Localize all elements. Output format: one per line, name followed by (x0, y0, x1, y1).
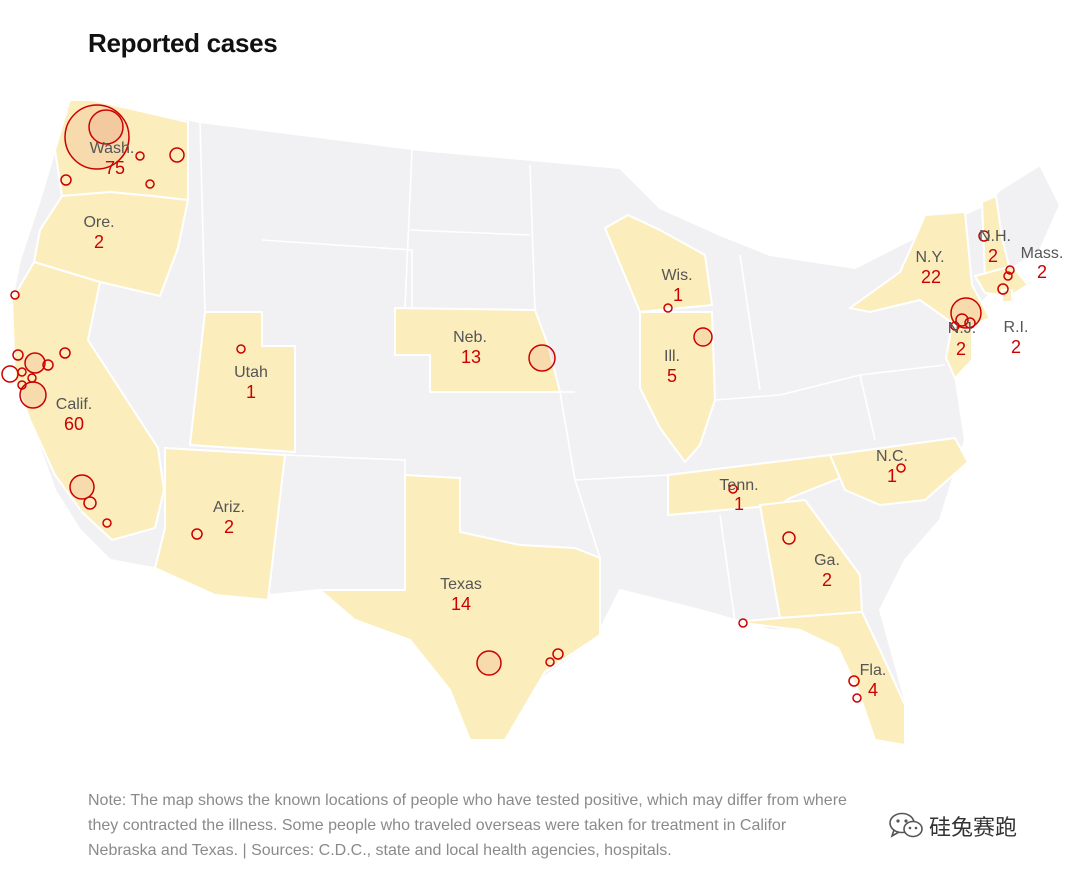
state-count-washington: 75 (105, 158, 125, 178)
state-illinois (639, 311, 717, 464)
case-circle (83, 496, 97, 510)
case-circle (145, 179, 155, 189)
case-circle (738, 618, 748, 628)
case-circle (728, 484, 738, 494)
state-count-arizona: 2 (224, 517, 234, 537)
watermark: 硅兔赛跑 (885, 808, 1022, 844)
state-new-jersey (944, 323, 973, 380)
state-count-new-hampshire: 2 (988, 246, 998, 266)
case-circle (42, 359, 54, 371)
state-count-georgia: 2 (822, 570, 832, 590)
state-label-illinois: Ill. (664, 348, 680, 365)
case-circle (955, 313, 969, 327)
state-count-utah: 1 (246, 382, 256, 402)
state-count-nebraska: 13 (461, 347, 481, 367)
state-label-tennessee: Tenn. (719, 477, 758, 494)
case-circle (12, 349, 24, 361)
case-circle (59, 347, 71, 359)
case-circle (545, 657, 555, 667)
case-circle (896, 463, 906, 473)
wechat-icon (889, 812, 923, 838)
case-circle (135, 151, 145, 161)
case-circle (24, 352, 46, 374)
case-circle (17, 367, 27, 377)
state-count-north-carolina: 1 (887, 466, 897, 486)
state-massachusetts (973, 264, 1030, 298)
state-label-new-jersey: N.J. (948, 320, 976, 337)
state-label-oregon: Ore. (83, 214, 114, 231)
state-count-oregon: 2 (94, 232, 104, 252)
state-label-utah: Utah (234, 364, 268, 381)
affected-states (10, 99, 1030, 747)
state-count-new-jersey: 2 (956, 339, 966, 359)
map-title: Reported cases (88, 28, 278, 58)
case-circle (978, 230, 990, 242)
case-circle (88, 109, 124, 145)
state-count-tennessee: 1 (734, 494, 744, 514)
state-labels: Wash. 75 Ore. 2 Calif. 60 Utah 1 Ariz. 2… (56, 140, 1064, 700)
case-circle (19, 381, 47, 409)
case-circle (60, 174, 72, 186)
map-note: Note: The map shows the known locations … (88, 788, 988, 863)
state-label-massachusetts: Mass. (1021, 245, 1064, 262)
state-label-arizona: Ariz. (213, 499, 245, 516)
state-georgia (758, 498, 864, 620)
state-borders (199, 121, 946, 636)
case-circle (552, 648, 564, 660)
state-label-rhode-island: R.I. (1004, 319, 1029, 336)
case-circle (848, 675, 860, 687)
state-label-california: Calif. (56, 396, 92, 413)
case-circle (852, 693, 862, 703)
state-count-texas: 14 (451, 594, 471, 614)
case-circle (476, 650, 502, 676)
state-count-florida: 4 (868, 680, 878, 700)
note-line: they contracted the illness. Some people… (88, 817, 787, 834)
state-count-wisconsin: 1 (673, 285, 683, 305)
state-arizona (153, 446, 287, 602)
case-circle (1003, 271, 1013, 281)
state-count-massachusetts: 2 (1037, 262, 1047, 282)
case-circle (10, 290, 20, 300)
case-circle (950, 321, 960, 331)
note-line: Note: The map shows the known locations … (88, 792, 847, 809)
us-map: Wash. 75 Ore. 2 Calif. 60 Utah 1 Ariz. 2… (1, 99, 1064, 747)
state-label-florida: Fla. (860, 662, 887, 679)
state-count-california: 60 (64, 414, 84, 434)
state-label-texas: Texas (440, 576, 482, 593)
case-circle (169, 147, 185, 163)
case-circle (663, 303, 673, 313)
case-circle (997, 283, 1009, 295)
state-label-georgia: Ga. (814, 552, 840, 569)
case-circle (964, 317, 976, 329)
case-circle (64, 104, 130, 170)
state-label-wisconsin: Wis. (661, 267, 692, 284)
state-new-hampshire (980, 194, 1012, 278)
case-circle (191, 528, 203, 540)
state-new-york (847, 210, 992, 332)
state-florida (734, 610, 906, 747)
watermark-text: 硅兔赛跑 (929, 816, 1018, 841)
state-label-washington: Wash. (90, 140, 135, 157)
case-circle (69, 474, 95, 500)
state-oregon (32, 190, 190, 298)
state-texas (317, 473, 601, 741)
state-count-new-york: 22 (921, 267, 941, 287)
state-label-new-hampshire: N.H. (979, 228, 1011, 245)
case-circles (1, 104, 1015, 703)
note-line: Nebraska and Texas. | Sources: C.D.C., s… (88, 842, 672, 859)
case-circle (236, 344, 246, 354)
state-label-nebraska: Neb. (453, 329, 487, 346)
case-circle (693, 327, 713, 347)
case-circle (102, 518, 112, 528)
state-count-illinois: 5 (667, 366, 677, 386)
case-circle (528, 344, 556, 372)
state-label-new-york: N.Y. (915, 249, 944, 266)
case-circle (1005, 265, 1015, 275)
state-count-rhode-island: 2 (1011, 337, 1021, 357)
state-label-north-carolina: N.C. (876, 448, 908, 465)
case-circle (782, 531, 796, 545)
state-utah (188, 311, 296, 454)
